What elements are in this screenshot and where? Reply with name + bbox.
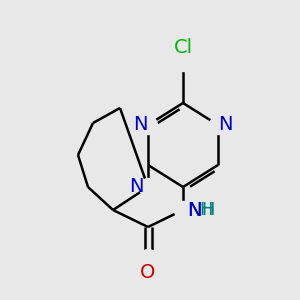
Text: N: N: [218, 116, 232, 134]
Text: Cl: Cl: [173, 38, 193, 57]
Text: H: H: [201, 201, 214, 219]
Text: N: N: [187, 200, 202, 220]
Text: H: H: [199, 201, 212, 219]
Text: O: O: [140, 263, 156, 282]
Text: N: N: [187, 200, 202, 220]
Text: N: N: [134, 116, 148, 134]
Text: N: N: [130, 178, 144, 196]
